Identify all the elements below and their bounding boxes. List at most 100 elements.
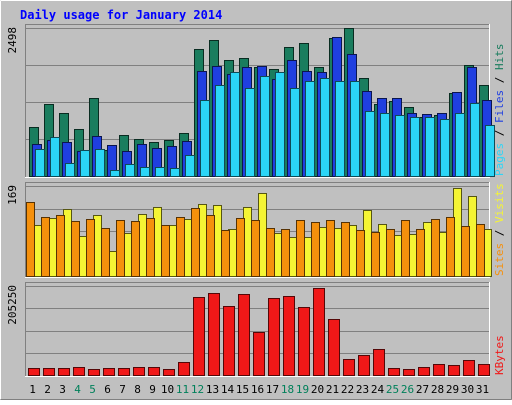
bar-pages-day-6 bbox=[110, 170, 120, 177]
bar-kbytes-day-30 bbox=[463, 360, 475, 376]
x-tick-label-day-25: 25 bbox=[386, 383, 399, 396]
bar-kbytes-day-23 bbox=[358, 355, 370, 376]
bar-sites-day-15 bbox=[236, 218, 245, 277]
legend-entry-sites: Sites bbox=[493, 243, 506, 276]
bar-sites-day-2 bbox=[41, 217, 50, 277]
bar-kbytes-day-20 bbox=[313, 288, 325, 376]
bar-kbytes-day-24 bbox=[373, 349, 385, 376]
panel-volume-legend: KBytes bbox=[493, 335, 506, 375]
bar-kbytes-day-15 bbox=[238, 294, 250, 376]
bar-kbytes-day-19 bbox=[298, 307, 310, 376]
bar-pages-day-12 bbox=[200, 100, 210, 177]
bar-pages-day-10 bbox=[170, 168, 180, 177]
bar-sites-day-17 bbox=[266, 228, 275, 277]
bar-sites-day-7 bbox=[116, 220, 125, 277]
bar-kbytes-day-14 bbox=[223, 306, 235, 376]
bar-kbytes-day-22 bbox=[343, 359, 355, 376]
bar-kbytes-day-13 bbox=[208, 293, 220, 376]
bar-sites-day-26 bbox=[401, 220, 410, 277]
x-tick-label-day-23: 23 bbox=[356, 383, 369, 396]
x-tick-label-day-19: 19 bbox=[296, 383, 309, 396]
bar-kbytes-day-21 bbox=[328, 319, 340, 376]
bar-sites-day-24 bbox=[371, 232, 380, 277]
chart-title: Daily usage for January 2014 bbox=[20, 8, 222, 22]
bar-pages-day-3 bbox=[65, 163, 75, 177]
legend-entry-kbytes: KBytes bbox=[493, 335, 506, 375]
bar-sites-day-12 bbox=[191, 208, 200, 277]
x-tick-label-day-4: 4 bbox=[74, 383, 81, 396]
legend-separator: / bbox=[493, 223, 506, 243]
x-tick-label-day-16: 16 bbox=[251, 383, 264, 396]
bar-kbytes-day-6 bbox=[103, 368, 115, 376]
bar-pages-day-27 bbox=[425, 117, 435, 177]
bar-pages-day-30 bbox=[470, 103, 480, 177]
bar-kbytes-day-2 bbox=[43, 368, 55, 376]
bar-kbytes-day-10 bbox=[163, 369, 175, 376]
bar-sites-day-23 bbox=[356, 230, 365, 277]
x-tick-label-day-22: 22 bbox=[341, 383, 354, 396]
bar-pages-day-31 bbox=[485, 125, 495, 177]
bar-sites-day-16 bbox=[251, 220, 260, 277]
bar-kbytes-day-26 bbox=[403, 369, 415, 376]
bar-kbytes-day-5 bbox=[88, 369, 100, 376]
bar-kbytes-day-31 bbox=[478, 364, 490, 376]
x-tick-label-day-15: 15 bbox=[236, 383, 249, 396]
bar-kbytes-day-9 bbox=[148, 367, 160, 376]
bar-sites-day-8 bbox=[131, 221, 140, 277]
bar-kbytes-day-16 bbox=[253, 332, 265, 376]
bar-pages-day-22 bbox=[350, 81, 360, 177]
bar-pages-day-8 bbox=[140, 167, 150, 177]
bar-pages-day-20 bbox=[320, 78, 330, 177]
bar-pages-day-28 bbox=[440, 119, 450, 177]
x-tick-label-day-2: 2 bbox=[44, 383, 51, 396]
bar-pages-day-4 bbox=[80, 150, 90, 177]
bar-sites-day-22 bbox=[341, 222, 350, 277]
bar-kbytes-day-7 bbox=[118, 368, 130, 376]
bar-pages-day-1 bbox=[35, 149, 45, 177]
x-tick-label-day-13: 13 bbox=[206, 383, 219, 396]
legend-entry-hits: Hits bbox=[493, 44, 506, 71]
bar-pages-day-16 bbox=[260, 76, 270, 177]
panel-traffic-legend: Pages / Files / Hits bbox=[493, 44, 506, 177]
bar-sites-day-10 bbox=[161, 225, 170, 277]
x-tick-label-day-21: 21 bbox=[326, 383, 339, 396]
x-tick-label-day-7: 7 bbox=[119, 383, 126, 396]
bar-kbytes-day-3 bbox=[58, 368, 70, 376]
bar-sites-day-9 bbox=[146, 218, 155, 277]
legend-entry-files: Files bbox=[493, 90, 506, 123]
bar-sites-day-18 bbox=[281, 229, 290, 277]
x-tick-label-day-12: 12 bbox=[191, 383, 204, 396]
bar-sites-day-14 bbox=[221, 230, 230, 277]
bar-pages-day-13 bbox=[215, 85, 225, 177]
bar-sites-day-1 bbox=[26, 202, 35, 277]
bar-pages-day-7 bbox=[125, 164, 135, 177]
bar-pages-day-19 bbox=[305, 81, 315, 177]
x-tick-label-day-10: 10 bbox=[161, 383, 174, 396]
bar-kbytes-day-29 bbox=[448, 365, 460, 376]
x-tick-label-day-6: 6 bbox=[104, 383, 111, 396]
bar-sites-day-11 bbox=[176, 217, 185, 277]
x-tick-label-day-29: 29 bbox=[446, 383, 459, 396]
x-tick-label-day-27: 27 bbox=[416, 383, 429, 396]
bar-sites-day-6 bbox=[101, 228, 110, 277]
bar-sites-day-29 bbox=[446, 217, 455, 277]
legend-separator: / bbox=[493, 70, 506, 90]
x-tick-label-day-8: 8 bbox=[134, 383, 141, 396]
bar-sites-day-5 bbox=[86, 219, 95, 277]
bar-kbytes-day-12 bbox=[193, 297, 205, 376]
bar-pages-day-2 bbox=[50, 137, 60, 177]
bar-pages-day-5 bbox=[95, 149, 105, 177]
x-tick-label-day-11: 11 bbox=[176, 383, 189, 396]
x-tick-label-day-31: 31 bbox=[476, 383, 489, 396]
bar-kbytes-day-11 bbox=[178, 362, 190, 376]
x-tick-label-day-24: 24 bbox=[371, 383, 385, 396]
bar-sites-day-21 bbox=[326, 220, 335, 277]
legend-entry-pages: Pages bbox=[493, 143, 506, 176]
bar-kbytes-day-1 bbox=[28, 368, 40, 376]
bar-pages-day-14 bbox=[230, 72, 240, 177]
panel-visitors-legend: Sites / Visits bbox=[493, 183, 506, 276]
x-tick-label-day-17: 17 bbox=[266, 383, 279, 396]
bar-pages-day-18 bbox=[290, 88, 300, 177]
